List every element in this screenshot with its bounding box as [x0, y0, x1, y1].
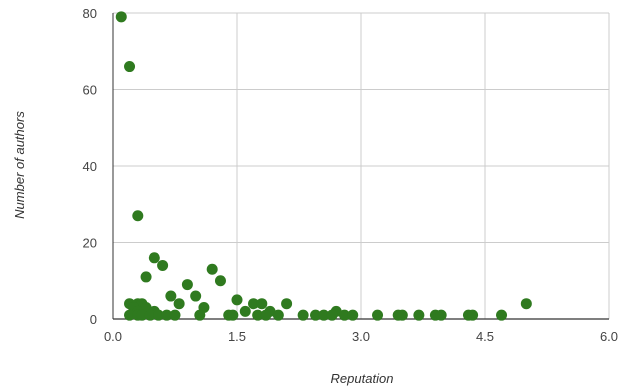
data-point	[165, 290, 177, 302]
x-tick-label: 3.0	[352, 329, 370, 344]
data-point	[169, 309, 181, 321]
data-point	[372, 309, 384, 321]
data-point	[161, 309, 173, 321]
data-point	[326, 309, 338, 321]
data-point	[252, 309, 264, 321]
data-point	[124, 61, 136, 73]
data-point	[396, 309, 408, 321]
data-point	[206, 263, 218, 275]
y-tick-label: 0	[90, 312, 97, 327]
data-point	[318, 309, 330, 321]
x-tick-labels: 0.0 1.5 3.0 4.5 6.0	[104, 329, 618, 344]
gridlines	[113, 12, 610, 319]
data-point	[256, 298, 268, 310]
y-tick-labels: 0 20 40 60 80	[83, 6, 97, 327]
data-point	[124, 309, 136, 321]
data-point	[239, 305, 251, 317]
data-point	[140, 271, 152, 283]
data-point	[248, 298, 260, 310]
axes	[112, 13, 609, 320]
data-point	[272, 309, 284, 321]
data-point	[520, 298, 532, 310]
data-point	[173, 298, 185, 310]
data-point	[297, 309, 309, 321]
data-point	[190, 290, 202, 302]
data-point	[496, 309, 508, 321]
data-point	[338, 309, 350, 321]
data-point	[157, 259, 169, 271]
data-point	[413, 309, 425, 321]
data-point	[194, 309, 206, 321]
data-point	[152, 309, 164, 321]
data-point	[435, 309, 447, 321]
x-tick-label: 1.5	[228, 329, 246, 344]
data-point	[260, 309, 272, 321]
y-tick-label: 60	[83, 83, 97, 98]
data-point	[132, 210, 144, 222]
x-tick-label: 6.0	[600, 329, 618, 344]
x-tick-label: 0.0	[104, 329, 122, 344]
data-point	[231, 294, 243, 306]
y-axis-title: Number of authors	[12, 111, 27, 219]
x-tick-label: 4.5	[476, 329, 494, 344]
data-point	[227, 309, 239, 321]
data-point	[347, 309, 359, 321]
data-point	[281, 298, 293, 310]
data-point	[467, 309, 479, 321]
data-point	[115, 11, 127, 23]
data-point	[136, 309, 148, 321]
data-points	[115, 11, 532, 321]
data-point	[181, 279, 193, 291]
y-tick-label: 20	[83, 236, 97, 251]
data-point	[214, 275, 226, 287]
y-tick-label: 40	[83, 159, 97, 174]
y-tick-label: 80	[83, 6, 97, 21]
data-point	[310, 309, 322, 321]
data-point	[144, 309, 156, 321]
data-point	[148, 252, 160, 264]
x-axis-title: Reputation	[331, 371, 394, 386]
